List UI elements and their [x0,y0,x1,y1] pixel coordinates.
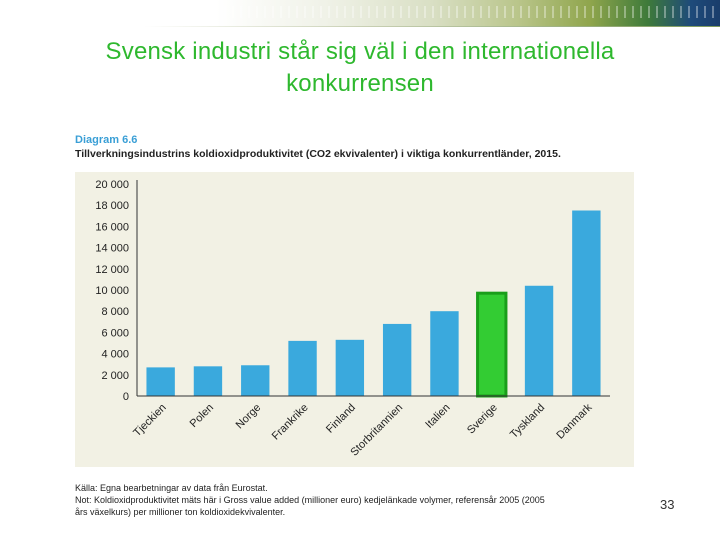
x-category-label: Norge [234,402,264,432]
source-note: Källa: Egna bearbetningar av data från E… [75,482,635,518]
x-category-label: Finland [324,402,358,436]
y-tick-label: 10 000 [95,285,129,297]
bar [335,339,365,396]
x-category-label: Polen [188,402,216,430]
y-tick-label: 6 000 [101,327,129,339]
bar [430,311,459,396]
bar [524,285,554,396]
note-line: Not: Koldioxidproduktivitet mäts här i G… [75,495,545,505]
bar [146,367,175,396]
x-category-label: Sverige [465,402,500,437]
note-line-continued: års växelkurs) per millioner ton koldiox… [75,507,286,517]
diagram-subtitle: Tillverkningsindustrins koldioxidprodukt… [75,148,561,160]
y-tick-label: 8 000 [101,306,129,318]
x-category-label: Danmark [554,401,594,441]
bar-highlighted [476,291,508,398]
bar [288,340,317,396]
bar [572,210,601,396]
decorative-top-stripe [0,0,720,26]
x-category-label: Tjeckien [131,402,168,439]
slide-title: Svensk industri står sig väl i den inter… [20,36,700,100]
y-tick-label: 18 000 [95,200,129,212]
bar [382,323,412,396]
bar [193,366,223,396]
y-tick-label: 4 000 [101,349,129,361]
bar [241,365,270,396]
decorative-top-line [0,26,720,27]
x-category-label: Frankrike [270,402,311,443]
page-number: 33 [660,497,675,512]
slide-title-line-1: Svensk industri står sig väl i den inter… [105,38,615,65]
y-tick-label: 0 [123,391,129,403]
y-tick-label: 20 000 [95,179,129,191]
source-line: Källa: Egna bearbetningar av data från E… [75,483,268,493]
slide-title-line-2: konkurrensen [286,70,434,97]
y-tick-label: 16 000 [95,221,129,233]
y-tick-label: 12 000 [95,264,129,276]
y-tick-label: 2 000 [101,370,129,382]
y-tick-label: 14 000 [95,243,129,255]
diagram-label: Diagram 6.6 [75,134,138,146]
x-category-label: Italien [423,402,452,431]
x-category-label: Tyskland [508,402,547,441]
bar-chart: 0 2 000 4 000 6 000 8 000 10 000 12 000 14 000 1… [95,179,610,459]
